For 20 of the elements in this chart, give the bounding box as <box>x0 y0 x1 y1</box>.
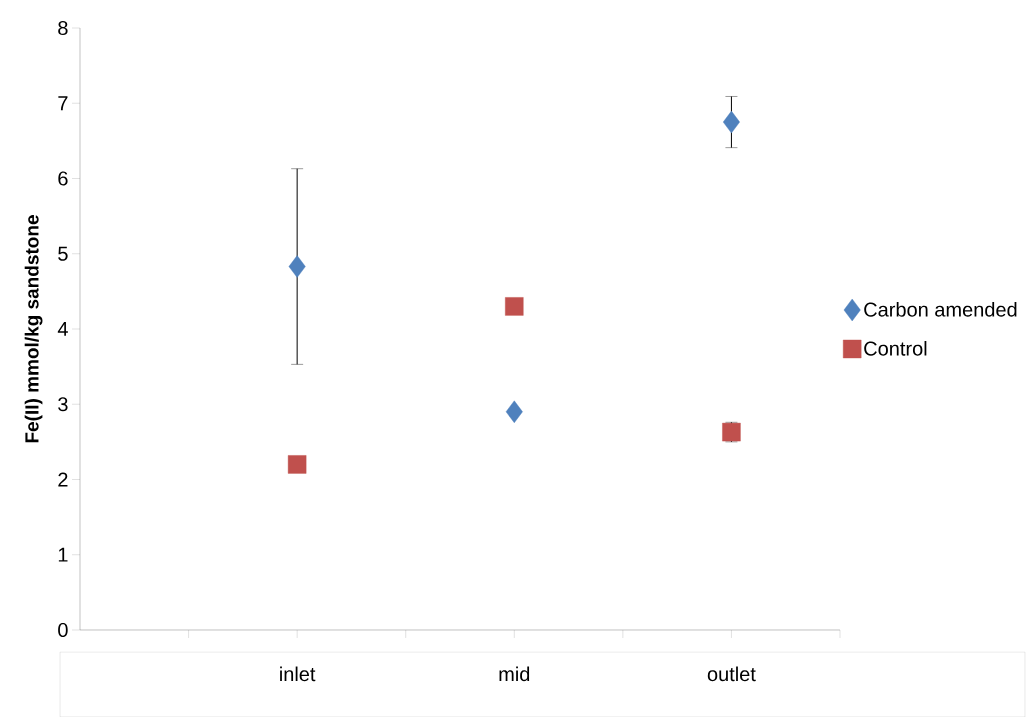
x-tick-label: mid <box>499 666 530 682</box>
x-tick-label: outlet <box>707 666 756 682</box>
y-tick-label: 5 <box>58 246 68 261</box>
legend-label: Control <box>864 340 927 356</box>
point <box>505 400 523 423</box>
y-axis-title: Fe(II) mmol/kg sandstone <box>24 215 43 443</box>
point <box>288 255 306 278</box>
y-tick-label: 2 <box>58 472 68 487</box>
y-tick-label: 4 <box>57 322 68 336</box>
y-tick-label: 0 <box>58 622 68 637</box>
legend-label: Carbon amended <box>864 301 1017 317</box>
y-tick-label: 6 <box>58 171 68 186</box>
x-tick-label: inlet <box>280 666 316 682</box>
y-tick-label: 8 <box>58 20 68 35</box>
point <box>287 455 307 474</box>
y-tick-label: 1 <box>58 547 68 562</box>
y-tick-label: 7 <box>58 96 68 111</box>
point <box>505 297 524 316</box>
y-tick-label: 3 <box>58 397 68 412</box>
point <box>722 110 740 134</box>
